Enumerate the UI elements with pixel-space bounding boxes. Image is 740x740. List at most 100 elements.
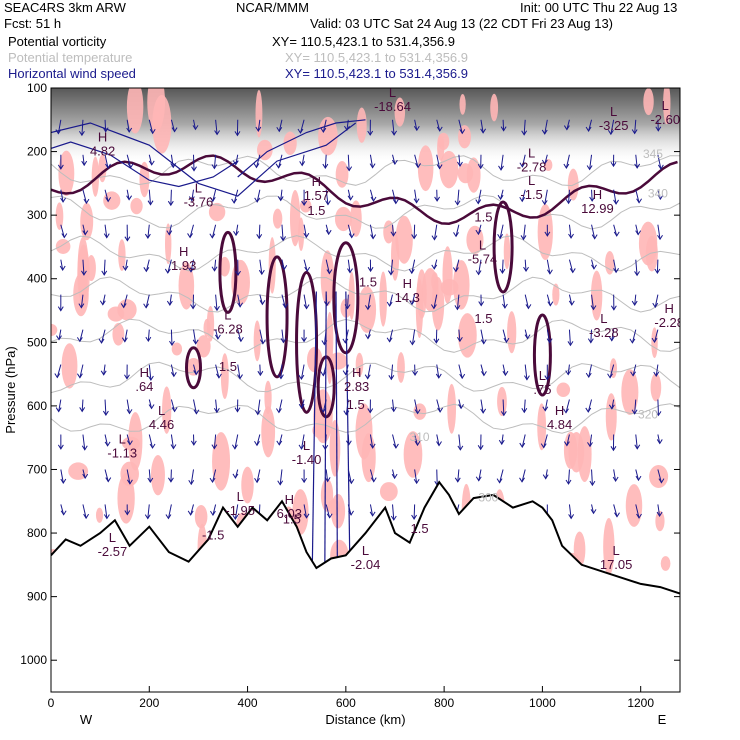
wind-vector bbox=[170, 434, 174, 449]
wind-vector-head bbox=[587, 442, 593, 448]
wind-vector-head bbox=[657, 194, 664, 201]
wind-vector-head bbox=[303, 513, 310, 519]
wind-vector-head bbox=[413, 198, 420, 204]
theta-contour bbox=[51, 276, 680, 313]
wind-vector bbox=[257, 119, 261, 132]
wind-vector bbox=[148, 434, 154, 449]
wind-vector bbox=[499, 469, 504, 483]
wind-vector-head bbox=[500, 411, 507, 417]
wind-vector bbox=[436, 119, 441, 132]
wind-vector bbox=[369, 224, 374, 239]
wind-vector-head bbox=[301, 337, 307, 343]
valid-time: Valid: 03 UTC Sat 24 Aug 13 (22 CDT Fri … bbox=[310, 16, 614, 31]
wind-vector bbox=[303, 259, 308, 272]
wind-vector-head bbox=[415, 163, 421, 169]
wind-vector-head bbox=[237, 336, 244, 343]
wind-vector bbox=[480, 329, 485, 344]
wind-vector-head bbox=[656, 511, 663, 518]
pv-shade bbox=[171, 342, 183, 356]
high-low-value: -5.74 bbox=[468, 252, 498, 267]
wind-vector-head bbox=[190, 304, 196, 310]
wind-vector-head bbox=[459, 129, 466, 135]
wind-vector bbox=[147, 504, 150, 519]
wind-vector bbox=[414, 189, 418, 203]
wind-vector bbox=[234, 434, 239, 449]
wind-vector bbox=[147, 224, 150, 239]
wind-vector-head bbox=[367, 408, 374, 414]
wind-vector bbox=[657, 399, 659, 416]
wind-vector bbox=[458, 434, 461, 450]
wind-vector bbox=[191, 189, 195, 201]
wind-vector-head bbox=[78, 130, 85, 137]
pv-shade bbox=[98, 154, 107, 183]
wind-vector-head bbox=[657, 164, 664, 170]
wind-vector-head bbox=[436, 126, 443, 132]
wind-vector bbox=[347, 189, 352, 200]
wind-vector bbox=[147, 329, 150, 342]
wind-vector-head bbox=[370, 477, 377, 483]
wind-vector-head bbox=[188, 196, 195, 202]
wind-vector-head bbox=[280, 236, 287, 242]
wind-vector-head bbox=[390, 407, 397, 413]
pv-shade bbox=[649, 465, 669, 488]
wind-vector-head bbox=[567, 341, 574, 347]
wind-vector-head bbox=[104, 441, 111, 447]
wind-vector bbox=[657, 434, 661, 444]
wind-vector-head bbox=[299, 161, 306, 167]
wind-vector-head bbox=[61, 233, 68, 239]
wind-vector bbox=[524, 364, 528, 380]
wind-vector-head bbox=[325, 229, 332, 236]
pv-shade bbox=[552, 283, 560, 306]
wind-vector-head bbox=[413, 125, 420, 132]
wind-vector-head bbox=[392, 199, 399, 205]
high-low-marker: L bbox=[303, 438, 310, 453]
pv-shade bbox=[394, 97, 406, 127]
wind-vector-head bbox=[232, 514, 239, 521]
wind-vector-head bbox=[320, 371, 327, 377]
wind-vector-head bbox=[214, 305, 220, 312]
wind-vector bbox=[455, 224, 460, 237]
wind-vector bbox=[568, 329, 571, 346]
wind-vector bbox=[212, 504, 217, 516]
pv-shade bbox=[261, 406, 276, 458]
wind-vector-head bbox=[481, 371, 487, 377]
wind-vector-head bbox=[55, 129, 62, 135]
high-low-marker: H bbox=[664, 301, 673, 316]
wind-vector-head bbox=[105, 197, 112, 203]
wind-vector-head bbox=[167, 200, 174, 207]
wind-vector-head bbox=[326, 513, 333, 519]
pv-shade bbox=[650, 373, 662, 402]
wind-vector bbox=[654, 329, 659, 343]
high-low-value: -2.60 bbox=[650, 112, 680, 127]
wind-vector-head bbox=[364, 374, 371, 380]
wind-vector-head bbox=[631, 129, 638, 135]
wind-vector-head bbox=[345, 440, 352, 446]
wind-vector-head bbox=[105, 477, 112, 483]
wind-vector-head bbox=[168, 477, 174, 483]
wind-vector bbox=[478, 259, 482, 275]
wind-vector bbox=[259, 259, 263, 275]
wind-vector bbox=[521, 154, 526, 167]
wind-vector-head bbox=[124, 510, 131, 516]
wind-vector-head bbox=[436, 441, 442, 447]
theta-contour bbox=[51, 235, 680, 272]
high-low-value: -2.78 bbox=[517, 159, 547, 174]
wind-vector bbox=[256, 469, 261, 483]
pv-contour bbox=[332, 241, 360, 355]
wind-vector bbox=[655, 364, 659, 377]
pv-shade bbox=[51, 323, 58, 337]
wind-vector-head bbox=[502, 303, 508, 309]
wind-vector-head bbox=[453, 232, 459, 238]
pv-shade bbox=[621, 369, 639, 416]
wind-vector bbox=[390, 364, 394, 380]
wind-vector bbox=[369, 504, 374, 516]
wind-vector-head bbox=[613, 231, 620, 237]
wind-vector-head bbox=[60, 510, 67, 516]
x-tick-label: 1200 bbox=[627, 696, 654, 710]
wind-vector-head bbox=[187, 233, 193, 239]
wind-vector bbox=[657, 154, 662, 170]
y-tick-label: 600 bbox=[27, 399, 47, 413]
wind-vector bbox=[103, 364, 106, 375]
wind-vector bbox=[591, 294, 594, 310]
wind-vector bbox=[281, 224, 284, 241]
